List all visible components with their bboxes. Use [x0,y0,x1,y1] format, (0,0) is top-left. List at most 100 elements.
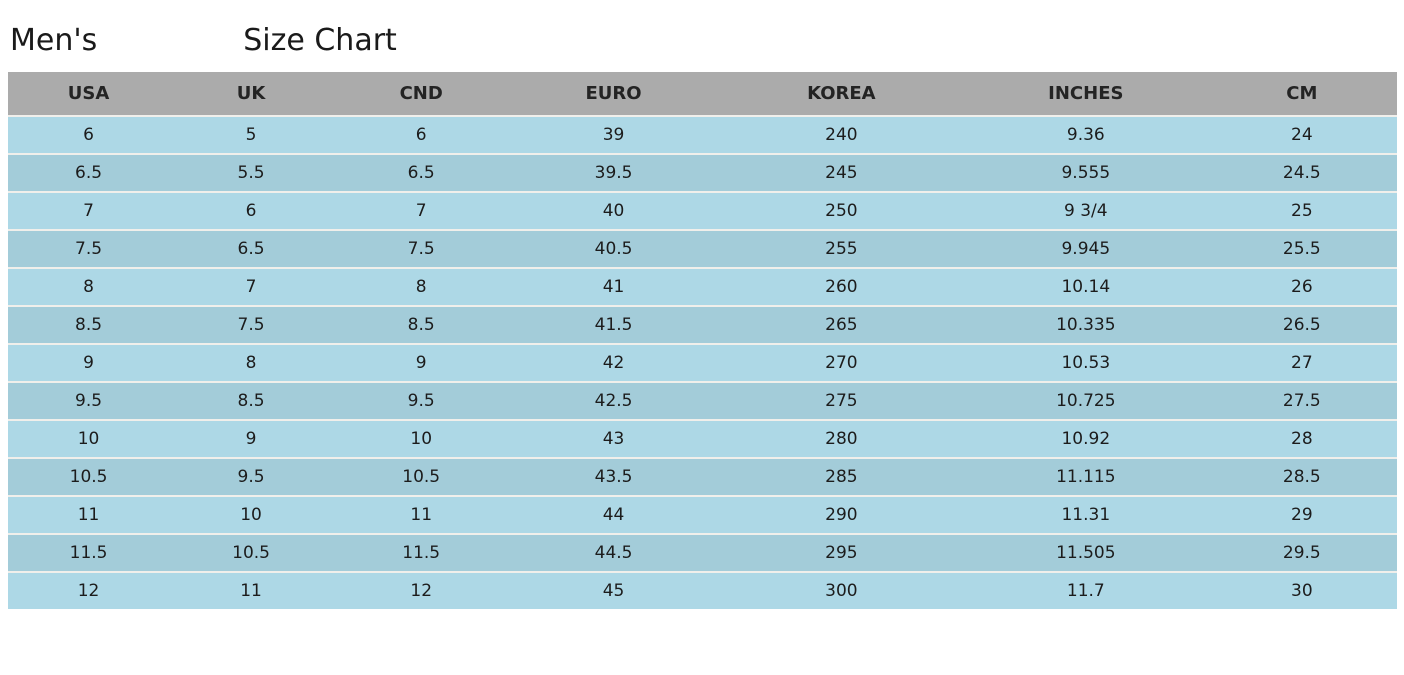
column-header: KOREA [717,72,965,115]
table-cell: 5.5 [169,153,333,191]
size-chart-table: USA UK CND EURO KOREA INCHES CM 6 5 6 39 240 9.36 24… [8,72,1397,609]
table-cell: 11.5 [333,533,510,571]
page-title: Men's Size Chart [10,22,1404,60]
table-cell: 7 [169,267,333,305]
title-prefix: Men's [10,23,98,58]
table-cell: 30 [1206,571,1397,609]
table-cell: 10 [169,495,333,533]
table-cell: 285 [717,457,965,495]
table-cell: 7 [8,191,170,229]
page: { "title": { "prefix": "Men's", "suffix"… [0,22,1404,675]
table-cell: 24.5 [1206,153,1397,191]
table-cell: 9.36 [964,115,1207,153]
column-header: USA [8,72,170,115]
table-cell: 8.5 [169,381,333,419]
table-cell: 11.5 [8,533,170,571]
table-cell: 6 [169,191,333,229]
table-cell: 25 [1206,191,1397,229]
column-header: CM [1206,72,1397,115]
table-row: 11.5 10.5 11.5 44.5 295 11.505 29.5 [8,533,1397,571]
table-cell: 9 3/4 [964,191,1207,229]
table-cell: 265 [717,305,965,343]
table-cell: 42 [509,343,718,381]
table-row: 6 5 6 39 240 9.36 24 [8,115,1397,153]
table-cell: 7.5 [8,229,170,267]
table-cell: 44.5 [509,533,718,571]
table-row: 12 11 12 45 300 11.7 30 [8,571,1397,609]
table-cell: 295 [717,533,965,571]
table-cell: 45 [509,571,718,609]
table-cell: 10.725 [964,381,1207,419]
table-cell: 11.115 [964,457,1207,495]
table-row: 6.5 5.5 6.5 39.5 245 9.555 24.5 [8,153,1397,191]
title-suffix: Size Chart [243,23,397,58]
table-cell: 8 [8,267,170,305]
table-cell: 275 [717,381,965,419]
table-cell: 10.14 [964,267,1207,305]
table-cell: 12 [8,571,170,609]
table-row: 7 6 7 40 250 9 3/4 25 [8,191,1397,229]
table-cell: 27.5 [1206,381,1397,419]
table-cell: 39.5 [509,153,718,191]
table-cell: 10 [333,419,510,457]
table-cell: 29.5 [1206,533,1397,571]
table-cell: 11.505 [964,533,1207,571]
table-cell: 10.92 [964,419,1207,457]
table-row: 10.5 9.5 10.5 43.5 285 11.115 28.5 [8,457,1397,495]
header-row: USA UK CND EURO KOREA INCHES CM [8,72,1397,115]
table-cell: 11 [169,571,333,609]
table-row: 9 8 9 42 270 10.53 27 [8,343,1397,381]
table-cell: 9.555 [964,153,1207,191]
table-cell: 9.5 [169,457,333,495]
table-cell: 7.5 [333,229,510,267]
table-cell: 10.5 [169,533,333,571]
table-body: 6 5 6 39 240 9.36 24 6.5 5.5 6.5 39.5 245 9.555 24.5 7… [8,115,1397,609]
table-cell: 27 [1206,343,1397,381]
table-cell: 10.5 [8,457,170,495]
table-cell: 6.5 [333,153,510,191]
table-row: 8.5 7.5 8.5 41.5 265 10.335 26.5 [8,305,1397,343]
table-cell: 26.5 [1206,305,1397,343]
table-cell: 11.31 [964,495,1207,533]
table-row: 10 9 10 43 280 10.92 28 [8,419,1397,457]
table-row: 8 7 8 41 260 10.14 26 [8,267,1397,305]
table-cell: 11.7 [964,571,1207,609]
table-cell: 11 [333,495,510,533]
table-cell: 245 [717,153,965,191]
table-cell: 9 [169,419,333,457]
table-cell: 10.335 [964,305,1207,343]
table-cell: 7.5 [169,305,333,343]
table-cell: 8.5 [333,305,510,343]
table-cell: 8 [169,343,333,381]
table-cell: 8 [333,267,510,305]
table-cell: 7 [333,191,510,229]
table-cell: 24 [1206,115,1397,153]
table-cell: 44 [509,495,718,533]
table-row: 11 10 11 44 290 11.31 29 [8,495,1397,533]
table-cell: 240 [717,115,965,153]
table-cell: 9 [8,343,170,381]
table-row: 7.5 6.5 7.5 40.5 255 9.945 25.5 [8,229,1397,267]
table-cell: 28 [1206,419,1397,457]
table-cell: 6.5 [8,153,170,191]
table-cell: 250 [717,191,965,229]
table-cell: 8.5 [8,305,170,343]
table-row: 9.5 8.5 9.5 42.5 275 10.725 27.5 [8,381,1397,419]
table-cell: 9.5 [8,381,170,419]
table-cell: 255 [717,229,965,267]
table-cell: 300 [717,571,965,609]
table-cell: 40 [509,191,718,229]
column-header: EURO [509,72,718,115]
column-header: INCHES [964,72,1207,115]
table-cell: 11 [8,495,170,533]
table-cell: 5 [169,115,333,153]
table-cell: 6 [333,115,510,153]
table-cell: 270 [717,343,965,381]
table-cell: 39 [509,115,718,153]
table-cell: 28.5 [1206,457,1397,495]
table-cell: 280 [717,419,965,457]
table-cell: 12 [333,571,510,609]
table-cell: 9.5 [333,381,510,419]
table-cell: 290 [717,495,965,533]
table-cell: 43 [509,419,718,457]
